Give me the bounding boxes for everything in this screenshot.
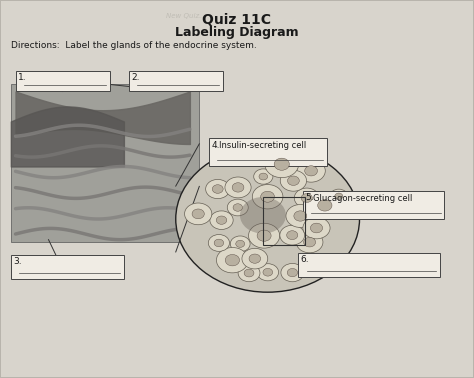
Bar bbox=[298, 253, 439, 277]
Circle shape bbox=[252, 184, 283, 209]
Circle shape bbox=[294, 188, 319, 208]
Circle shape bbox=[257, 264, 279, 281]
Circle shape bbox=[280, 170, 307, 191]
Circle shape bbox=[297, 160, 325, 182]
Circle shape bbox=[212, 185, 223, 194]
Circle shape bbox=[288, 176, 299, 186]
Circle shape bbox=[254, 169, 273, 184]
Text: Directions:  Label the glands of the endocrine system.: Directions: Label the glands of the endo… bbox=[11, 41, 256, 50]
Circle shape bbox=[310, 223, 323, 233]
Circle shape bbox=[261, 191, 274, 202]
Text: 5.: 5. bbox=[305, 193, 314, 202]
Text: 2.: 2. bbox=[131, 73, 139, 82]
Bar bbox=[303, 191, 444, 219]
Bar bbox=[263, 197, 305, 245]
Bar bbox=[11, 84, 199, 242]
Text: Insulin-secreting cell: Insulin-secreting cell bbox=[219, 141, 306, 150]
Text: Labeling Diagram: Labeling Diagram bbox=[175, 26, 299, 39]
Circle shape bbox=[209, 234, 229, 251]
Circle shape bbox=[233, 204, 243, 211]
Circle shape bbox=[309, 193, 341, 218]
Circle shape bbox=[280, 225, 305, 245]
Circle shape bbox=[240, 197, 286, 234]
Circle shape bbox=[238, 264, 260, 282]
Circle shape bbox=[303, 237, 316, 247]
Circle shape bbox=[228, 199, 248, 216]
Text: 6.: 6. bbox=[301, 255, 309, 264]
Circle shape bbox=[294, 211, 307, 221]
Circle shape bbox=[225, 177, 251, 198]
Circle shape bbox=[274, 158, 289, 170]
Circle shape bbox=[263, 268, 273, 276]
Circle shape bbox=[265, 151, 299, 178]
Circle shape bbox=[230, 236, 250, 252]
Circle shape bbox=[206, 180, 230, 198]
Circle shape bbox=[259, 173, 268, 180]
Circle shape bbox=[330, 189, 348, 203]
Circle shape bbox=[216, 216, 227, 224]
Circle shape bbox=[335, 193, 343, 200]
Circle shape bbox=[303, 217, 330, 239]
Bar bbox=[11, 255, 124, 279]
Circle shape bbox=[210, 211, 233, 229]
Text: Glucagon-secreting cell: Glucagon-secreting cell bbox=[313, 194, 413, 203]
Circle shape bbox=[287, 268, 298, 277]
Circle shape bbox=[236, 240, 245, 247]
Bar bbox=[209, 138, 327, 166]
Circle shape bbox=[318, 200, 332, 211]
Circle shape bbox=[249, 254, 261, 263]
Text: 4.: 4. bbox=[211, 141, 219, 150]
Text: New Quiz...: New Quiz... bbox=[166, 12, 206, 19]
Circle shape bbox=[296, 232, 323, 253]
Circle shape bbox=[248, 223, 280, 248]
Circle shape bbox=[257, 230, 271, 241]
Circle shape bbox=[214, 239, 224, 247]
Circle shape bbox=[176, 146, 359, 292]
Circle shape bbox=[281, 263, 304, 282]
Circle shape bbox=[287, 231, 298, 240]
Circle shape bbox=[242, 248, 268, 269]
Circle shape bbox=[225, 254, 239, 266]
Text: 3.: 3. bbox=[13, 257, 22, 266]
Text: Quiz 11C: Quiz 11C bbox=[202, 12, 272, 26]
Circle shape bbox=[217, 248, 248, 273]
Bar bbox=[128, 71, 223, 91]
Circle shape bbox=[244, 269, 254, 277]
Circle shape bbox=[301, 194, 312, 203]
Text: 1.: 1. bbox=[18, 73, 27, 82]
Circle shape bbox=[192, 209, 204, 219]
Circle shape bbox=[232, 183, 244, 192]
Circle shape bbox=[286, 204, 315, 228]
Bar bbox=[16, 71, 110, 91]
Circle shape bbox=[184, 203, 212, 225]
Circle shape bbox=[305, 166, 318, 176]
